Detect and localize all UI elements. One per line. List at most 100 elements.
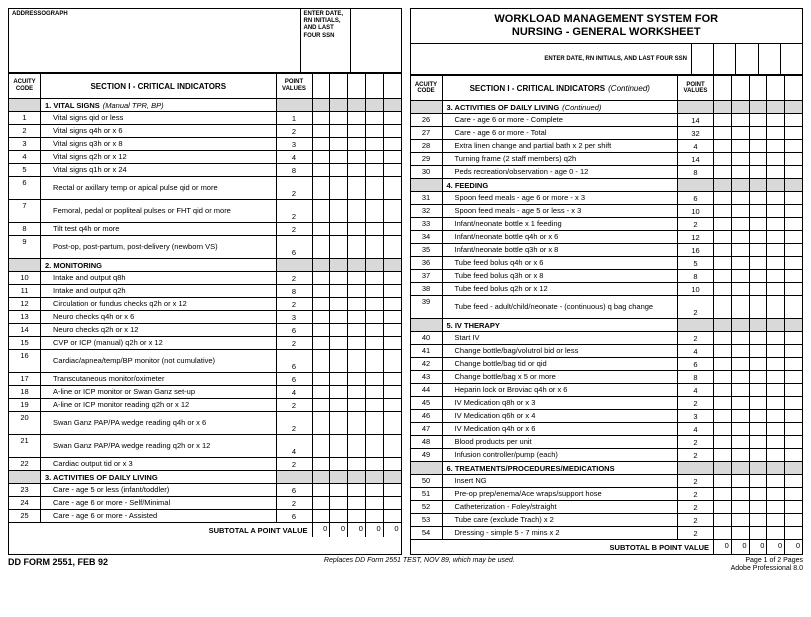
day-cell[interactable] — [384, 510, 401, 522]
day-cell[interactable] — [732, 358, 750, 370]
day-cell[interactable] — [313, 272, 331, 284]
day-cell[interactable] — [714, 345, 732, 357]
day-cell[interactable] — [330, 458, 348, 470]
day-cell[interactable] — [714, 514, 732, 526]
day-cell[interactable] — [714, 436, 732, 448]
day-cell[interactable] — [732, 153, 750, 165]
day-cell[interactable] — [384, 138, 401, 150]
day-cell[interactable] — [348, 350, 366, 372]
day-cell[interactable] — [348, 484, 366, 496]
day-cell[interactable] — [714, 127, 732, 139]
day-cell[interactable] — [714, 488, 732, 500]
day-cell[interactable] — [732, 114, 750, 126]
day-cell[interactable] — [714, 501, 732, 513]
day-cell[interactable] — [767, 371, 785, 383]
enter-slot-1[interactable] — [714, 44, 736, 74]
sub-b-4[interactable]: 0 — [785, 540, 802, 554]
day-cell[interactable] — [366, 324, 384, 336]
day-cell[interactable] — [750, 192, 768, 204]
day-cell[interactable] — [384, 125, 401, 137]
day-cell[interactable] — [714, 384, 732, 396]
day-cell[interactable] — [785, 332, 802, 344]
day-cell[interactable] — [750, 527, 768, 539]
day-cell[interactable] — [767, 501, 785, 513]
day-cell[interactable] — [313, 350, 331, 372]
day-cell[interactable] — [714, 527, 732, 539]
day-cell[interactable] — [767, 527, 785, 539]
day-cell[interactable] — [313, 510, 331, 522]
sub-b-3[interactable]: 0 — [767, 540, 785, 554]
day-cell[interactable] — [313, 138, 331, 150]
day-cell[interactable] — [348, 236, 366, 258]
day-cell[interactable] — [330, 399, 348, 411]
day-cell[interactable] — [714, 231, 732, 243]
day-cell[interactable] — [313, 311, 331, 323]
day-cell[interactable] — [767, 436, 785, 448]
day-cell[interactable] — [384, 497, 401, 509]
day-cell[interactable] — [767, 231, 785, 243]
day-cell[interactable] — [785, 127, 802, 139]
day-cell[interactable] — [366, 200, 384, 222]
day-cell[interactable] — [714, 283, 732, 295]
day-cell[interactable] — [714, 270, 732, 282]
day-cell[interactable] — [732, 449, 750, 461]
day-cell[interactable] — [313, 484, 331, 496]
day-cell[interactable] — [732, 488, 750, 500]
day-cell[interactable] — [313, 298, 331, 310]
day-cell[interactable] — [366, 223, 384, 235]
day-cell[interactable] — [348, 435, 366, 457]
day-cell[interactable] — [750, 384, 768, 396]
day-cell[interactable] — [384, 337, 401, 349]
day-cell[interactable] — [785, 114, 802, 126]
day-cell[interactable] — [767, 514, 785, 526]
day-cell[interactable] — [366, 125, 384, 137]
day-cell[interactable] — [330, 311, 348, 323]
day-cell[interactable] — [767, 475, 785, 487]
day-cell[interactable] — [348, 177, 366, 199]
day-cell[interactable] — [366, 399, 384, 411]
day-cell[interactable] — [330, 497, 348, 509]
day-cell[interactable] — [767, 488, 785, 500]
day-cell[interactable] — [785, 345, 802, 357]
day-cell[interactable] — [785, 397, 802, 409]
day-cell[interactable] — [732, 501, 750, 513]
day-cell[interactable] — [330, 412, 348, 434]
day-cell[interactable] — [313, 223, 331, 235]
day-cell[interactable] — [732, 527, 750, 539]
day-cell[interactable] — [366, 298, 384, 310]
day-cell[interactable] — [384, 298, 401, 310]
day-cell[interactable] — [384, 200, 401, 222]
day-cell[interactable] — [348, 151, 366, 163]
day-cell[interactable] — [714, 257, 732, 269]
day-cell[interactable] — [767, 384, 785, 396]
day-cell[interactable] — [384, 484, 401, 496]
day-cell[interactable] — [785, 436, 802, 448]
day-cell[interactable] — [785, 166, 802, 178]
day-cell[interactable] — [767, 140, 785, 152]
day-cell[interactable] — [348, 510, 366, 522]
day-cell[interactable] — [384, 285, 401, 297]
day-cell[interactable] — [732, 257, 750, 269]
day-cell[interactable] — [785, 514, 802, 526]
day-cell[interactable] — [348, 458, 366, 470]
day-cell[interactable] — [384, 412, 401, 434]
day-cell[interactable] — [366, 386, 384, 398]
day-cell[interactable] — [366, 435, 384, 457]
day-cell[interactable] — [767, 166, 785, 178]
day-cell[interactable] — [384, 435, 401, 457]
day-cell[interactable] — [750, 166, 768, 178]
day-cell[interactable] — [348, 337, 366, 349]
day-cell[interactable] — [750, 283, 768, 295]
day-cell[interactable] — [767, 397, 785, 409]
day-cell[interactable] — [714, 371, 732, 383]
day-cell[interactable] — [366, 236, 384, 258]
day-cell[interactable] — [732, 270, 750, 282]
day-cell[interactable] — [785, 192, 802, 204]
day-cell[interactable] — [384, 399, 401, 411]
sub-b-0[interactable]: 0 — [714, 540, 732, 554]
day-cell[interactable] — [366, 311, 384, 323]
day-cell[interactable] — [313, 386, 331, 398]
day-cell[interactable] — [330, 337, 348, 349]
day-cell[interactable] — [366, 138, 384, 150]
sub-a-0[interactable]: 0 — [313, 523, 331, 537]
